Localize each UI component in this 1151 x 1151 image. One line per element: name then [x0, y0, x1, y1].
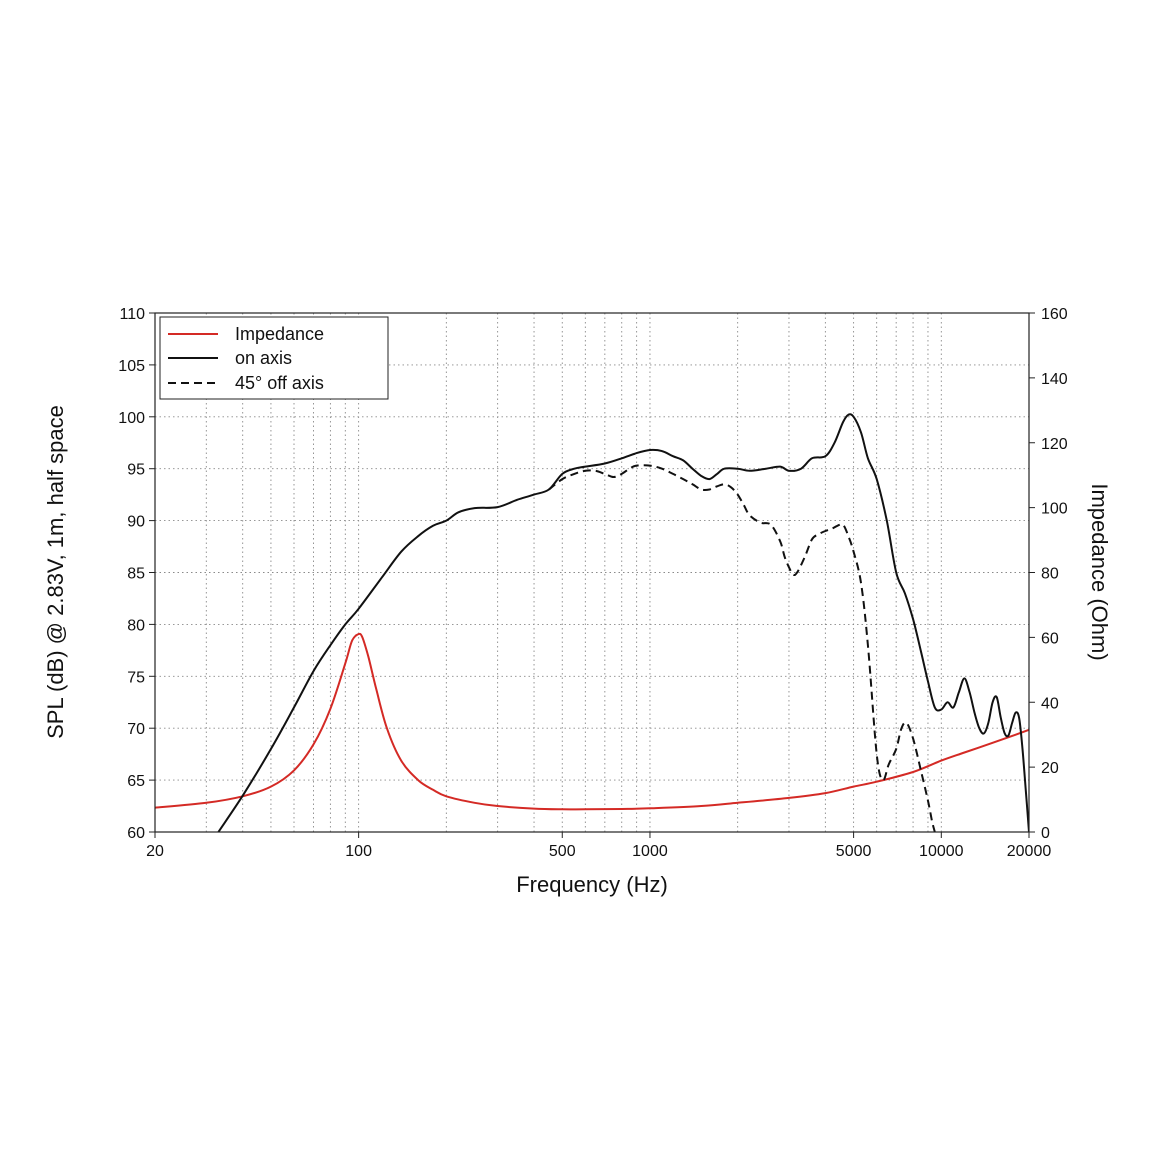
y2-tick-label: 40 — [1041, 695, 1059, 712]
series-off-axis — [548, 464, 936, 832]
y-tick-label: 80 — [127, 617, 145, 634]
y-axis-title: SPL (dB) @ 2.83V, 1m, half space — [43, 405, 68, 739]
y-tick-label: 105 — [118, 358, 145, 375]
y2-tick-label: 80 — [1041, 566, 1059, 583]
x-tick-label: 20000 — [1007, 843, 1052, 860]
y-tick-label: 70 — [127, 721, 145, 738]
y-tick-label: 95 — [127, 462, 145, 479]
y-tick-label: 60 — [127, 825, 145, 842]
y2-tick-label: 140 — [1041, 371, 1068, 388]
y2-tick-label: 60 — [1041, 630, 1059, 647]
x-tick-label: 1000 — [632, 843, 668, 860]
y2-tick-label: 20 — [1041, 760, 1059, 777]
y2-axis-title: Impedance (Ohm) — [1087, 483, 1112, 660]
series-impedance — [155, 632, 1029, 811]
y-tick-label: 65 — [127, 773, 145, 790]
x-axis-title: Frequency (Hz) — [516, 872, 668, 897]
legend-entry-on-axis: on axis — [235, 348, 292, 368]
y-tick-label: 75 — [127, 669, 145, 686]
series-on-axis — [217, 413, 1029, 832]
y-tick-label: 110 — [119, 306, 145, 323]
y-tick-label: 90 — [127, 514, 145, 531]
x-tick-label: 20 — [146, 843, 164, 860]
x-tick-label: 100 — [345, 843, 372, 860]
x-tick-label: 500 — [549, 843, 576, 860]
y-tick-label: 85 — [127, 566, 145, 583]
x-tick-label: 5000 — [836, 843, 872, 860]
y-tick-label: 100 — [118, 410, 145, 427]
series-layer — [155, 413, 1029, 832]
y2-tick-label: 100 — [1041, 501, 1068, 518]
ticks: 60 65 70 75 80 85 90 95 100 105 110 0 20 40 60 80 100 120… — [118, 306, 1068, 860]
y2-tick-label: 120 — [1041, 436, 1068, 453]
x-tick-label: 10000 — [919, 843, 964, 860]
y2-tick-label: 0 — [1041, 825, 1050, 842]
legend-entry-off-axis: 45° off axis — [235, 373, 324, 393]
y2-tick-label: 160 — [1041, 306, 1068, 323]
grid — [155, 313, 1029, 832]
legend: Impedance on axis 45° off axis — [159, 316, 389, 400]
legend-entry-impedance: Impedance — [235, 324, 324, 344]
